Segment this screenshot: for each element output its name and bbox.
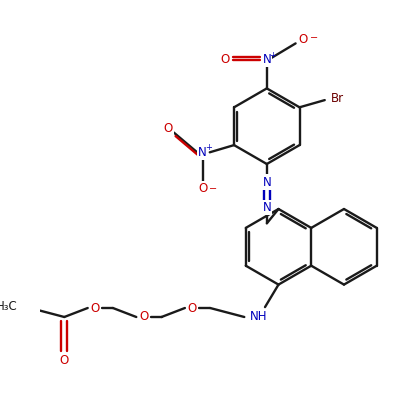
Text: Br: Br: [331, 92, 344, 105]
Text: +: +: [269, 52, 276, 60]
Text: N: N: [262, 201, 271, 214]
Text: O: O: [164, 122, 173, 135]
Text: N: N: [198, 146, 207, 159]
Text: O: O: [139, 310, 148, 324]
Text: O: O: [188, 302, 197, 314]
Text: +: +: [206, 143, 212, 152]
Text: O: O: [198, 182, 207, 195]
Text: −: −: [209, 184, 218, 194]
Text: O: O: [90, 302, 100, 314]
Text: O: O: [298, 33, 308, 46]
Text: N: N: [262, 53, 271, 66]
Text: O: O: [221, 53, 230, 66]
Text: NH: NH: [250, 310, 268, 324]
Text: H₃C: H₃C: [0, 300, 18, 313]
Text: −: −: [310, 33, 318, 43]
Text: O: O: [60, 354, 69, 367]
Text: N: N: [262, 176, 271, 188]
